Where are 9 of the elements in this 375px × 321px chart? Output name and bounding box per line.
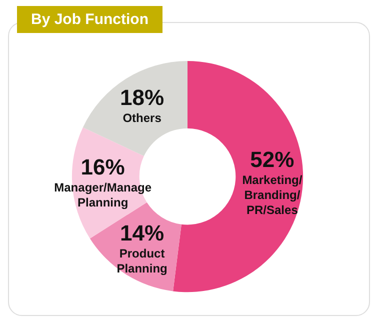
data-label: 16% (80, 154, 125, 180)
slice-label: Others (122, 110, 162, 125)
data-label: 14% (120, 220, 164, 246)
data-label: 52% (250, 146, 294, 172)
slice-label: Marketing/ Branding/ PR/Sales (242, 172, 303, 217)
slice-label: Manager/Manage Planning (54, 180, 152, 210)
slice-label: Product Planning (116, 246, 168, 276)
data-label: 18% (120, 84, 164, 110)
chart-title: By Job Function (31, 11, 148, 28)
